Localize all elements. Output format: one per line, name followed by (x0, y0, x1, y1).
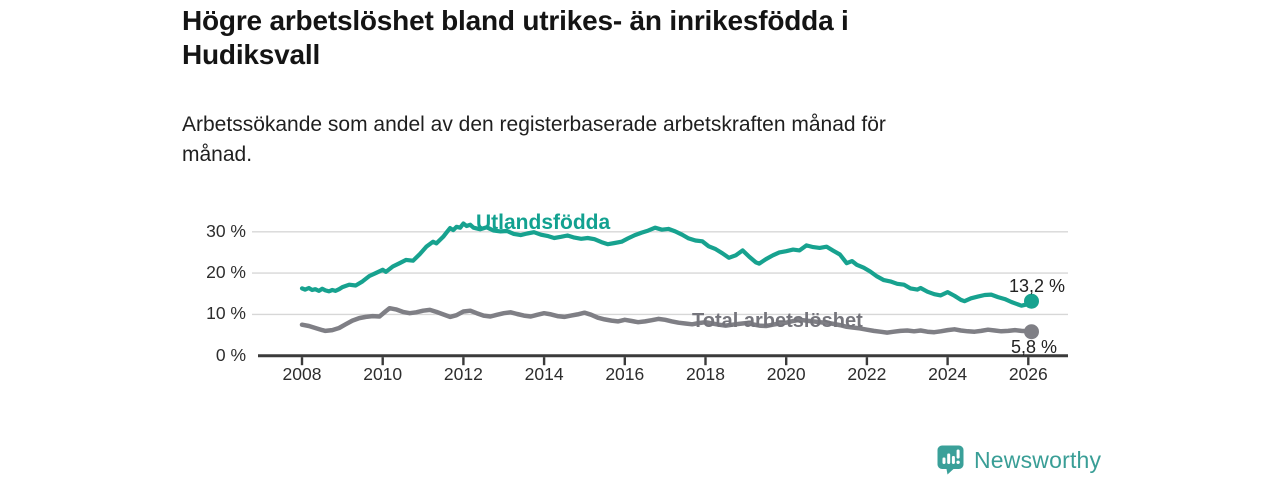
chart-title: Högre arbetslöshet bland utrikes- än inr… (182, 4, 1042, 72)
y-tick-label-20: 20 % (206, 262, 246, 283)
end-value-total-arbetsloshet: 5,8 % (1010, 337, 1057, 357)
x-tick-label-2008: 2008 (282, 364, 322, 384)
end-value-utlandsfodda: 13,2 % (1008, 276, 1065, 296)
series-label-utlandsfodda: Utlandsfödda (476, 211, 611, 234)
line-series-1 (299, 305, 1034, 335)
chart-subtitle-line2: månad. (182, 143, 253, 166)
series-label-total-arbetsloshet: Total arbetslöshet (692, 310, 863, 332)
x-tick-label-2024: 2024 (928, 364, 968, 384)
newsworthy-wordmark: Newsworthy (974, 446, 1102, 473)
x-tick-label-2018: 2018 (686, 364, 725, 384)
newsworthy-logo: Newsworthy (937, 445, 1101, 475)
y-tick-label-30: 30 % (206, 220, 246, 241)
line-series-0 (299, 221, 1034, 308)
end-dot-series-0 (1024, 293, 1039, 309)
x-tick-label-2016: 2016 (605, 364, 645, 384)
chart-subtitle-line1: Arbetssökande som andel av den registerb… (182, 113, 886, 136)
x-tick-label-2026: 2026 (1008, 364, 1048, 384)
newsworthy-bar-chart-icon (937, 445, 964, 475)
x-tick-label-2020: 2020 (766, 364, 806, 384)
y-tick-label-0: 0 % (215, 344, 246, 365)
chart-title-line1: Högre arbetslöshet bland utrikes- än inr… (182, 5, 849, 36)
x-tick-label-2022: 2022 (847, 364, 887, 384)
chart-subtitle: Arbetssökande som andel av den registerb… (182, 110, 1062, 170)
x-tick-label-2012: 2012 (443, 364, 483, 384)
chart-title-line2: Hudiksvall (182, 39, 321, 70)
x-tick-label-2010: 2010 (363, 364, 403, 384)
x-tick-label-2014: 2014 (524, 364, 564, 384)
end-dot-series-1 (1024, 324, 1039, 340)
y-tick-label-10: 10 % (206, 303, 246, 324)
